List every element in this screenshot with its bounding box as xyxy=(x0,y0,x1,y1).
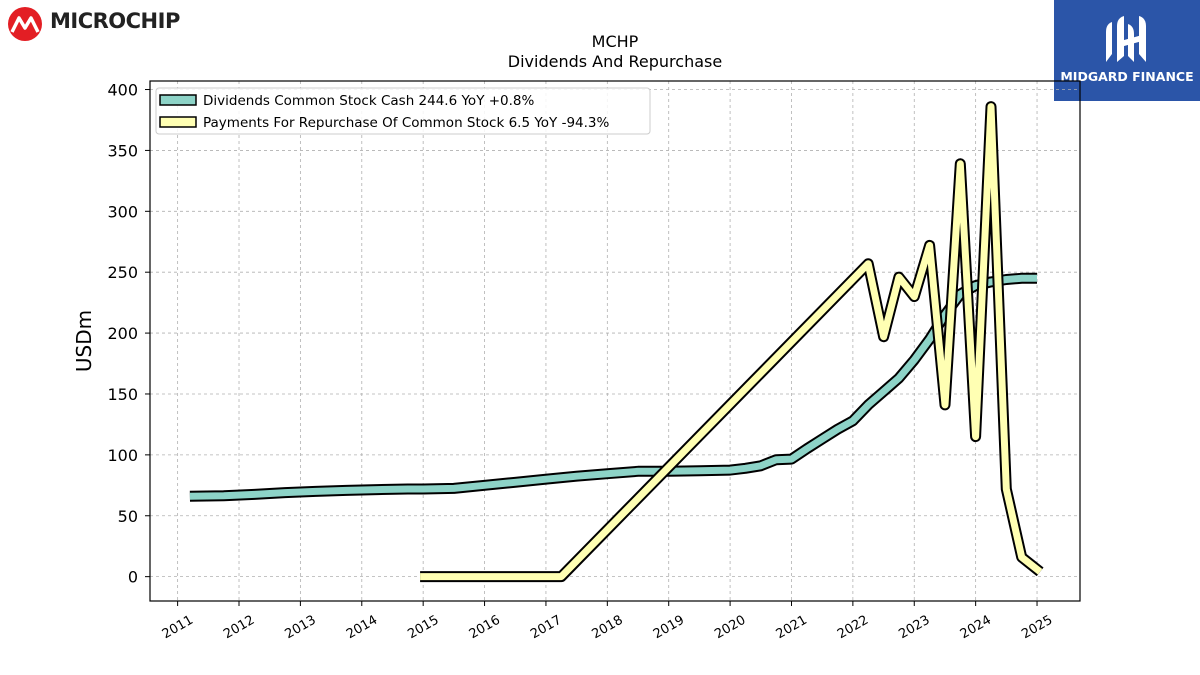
x-tick-label: 2020 xyxy=(712,613,748,643)
x-tick-label: 2025 xyxy=(1019,613,1055,643)
y-tick-label: 400 xyxy=(107,81,138,100)
x-tick-label: 2015 xyxy=(405,613,441,643)
y-tick-label: 300 xyxy=(107,202,138,221)
brand-logo-icon xyxy=(1106,16,1146,62)
company-logo-text: MICROCHIP xyxy=(50,9,180,33)
y-tick-label: 250 xyxy=(107,263,138,282)
x-tick-label: 2016 xyxy=(467,613,503,643)
y-tick-label: 50 xyxy=(118,507,138,526)
y-tick-label: 0 xyxy=(128,568,138,587)
chart-subtitle: Dividends And Repurchase xyxy=(508,52,722,71)
plot-frame xyxy=(149,80,1081,602)
x-tick-label: 2012 xyxy=(221,613,257,643)
x-tick-label: 2014 xyxy=(344,613,380,643)
brand-name: MIDGARD FINANCE xyxy=(1060,69,1194,84)
x-tick-label: 2024 xyxy=(958,613,994,643)
legend-label-1: Dividends Common Stock Cash 244.6 YoY +0… xyxy=(203,93,535,109)
logo-mark-icon xyxy=(8,7,42,41)
legend-box xyxy=(155,87,651,135)
brand-badge: MIDGARD FINANCE xyxy=(1054,0,1200,101)
legend: Dividends Common Stock Cash 244.6 YoY +0… xyxy=(155,87,651,135)
series-line-1 xyxy=(189,274,1037,500)
y-tick-label: 100 xyxy=(107,446,138,465)
x-tick-label: 2018 xyxy=(589,613,625,643)
legend-label-2: Payments For Repurchase Of Common Stock … xyxy=(203,115,610,131)
x-tick-label: 2017 xyxy=(528,613,564,643)
x-tick-label: 2022 xyxy=(835,613,871,643)
x-tick-label: 2011 xyxy=(160,613,196,643)
chart-title: MCHP xyxy=(592,32,639,51)
legend-swatch-1 xyxy=(159,94,197,106)
series-line-2 xyxy=(420,103,1043,581)
y-axis-label: USDm xyxy=(72,310,96,372)
x-tick-label: 2013 xyxy=(283,613,319,643)
x-tick-label: 2023 xyxy=(896,613,932,643)
series-lines xyxy=(189,101,1044,583)
series-outline-1 xyxy=(189,272,1037,502)
x-tick-label: 2021 xyxy=(774,613,810,643)
y-tick-label: 150 xyxy=(107,385,138,404)
microchip-logo xyxy=(8,7,42,41)
y-tick-label: 350 xyxy=(107,141,138,160)
grid xyxy=(150,81,1080,601)
x-tick-label: 2019 xyxy=(651,613,687,643)
y-tick-label: 200 xyxy=(107,324,138,343)
legend-swatch-2 xyxy=(159,116,197,128)
